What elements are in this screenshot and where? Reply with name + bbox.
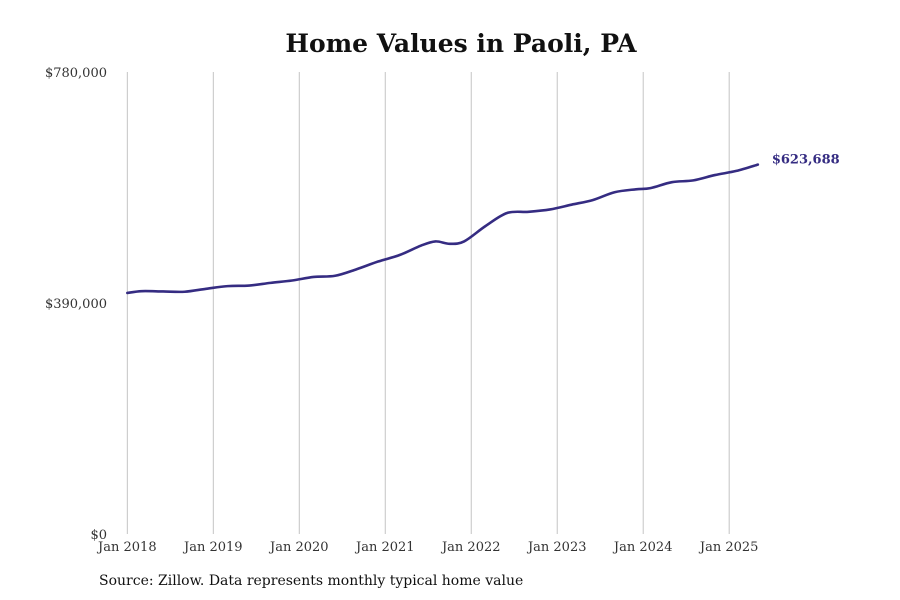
x-tick-label: Jan 2025 — [698, 540, 759, 555]
x-tick-label: Jan 2019 — [182, 540, 243, 555]
x-axis-ticks: Jan 2018 Jan 2019 Jan 2020 Jan 2021 Jan 2022… — [96, 540, 758, 555]
x-tick-label: Jan 2024 — [612, 540, 673, 555]
y-tick-label: $780,000 — [45, 66, 107, 81]
x-tick-label: Jan 2018 — [96, 540, 157, 555]
chart-title: Home Values in Paoli, PA — [285, 29, 637, 58]
series-layer — [126, 163, 760, 295]
series-line-0 — [126, 163, 760, 295]
x-tick-label: Jan 2023 — [526, 540, 587, 555]
source-note: Source: Zillow. Data represents monthly … — [99, 573, 524, 589]
y-axis-ticks: $0 $390,000 $780,000 — [45, 66, 107, 543]
end-value-label: $623,688 — [772, 153, 840, 168]
y-tick-label: $390,000 — [45, 297, 107, 312]
x-tick-label: Jan 2022 — [440, 540, 501, 555]
x-tick-label: Jan 2021 — [354, 540, 415, 555]
vertical-gridlines — [126, 72, 730, 534]
x-tick-label: Jan 2020 — [268, 540, 329, 555]
y-tick-label: $0 — [90, 528, 107, 543]
